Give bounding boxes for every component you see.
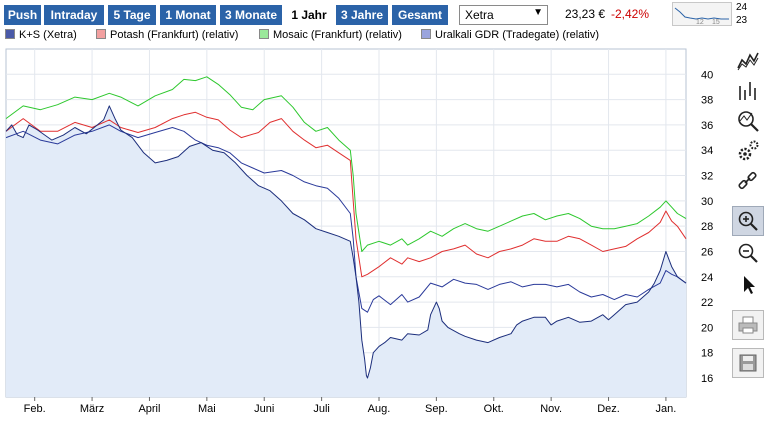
range-button-5-tage[interactable]: 5 Tage bbox=[108, 5, 156, 25]
legend-item-mosaic[interactable]: Mosaic (Frankfurt) (relativ) bbox=[259, 29, 402, 41]
series-line-ks[interactable] bbox=[5, 105, 687, 379]
compare-button[interactable] bbox=[732, 166, 764, 196]
legend-swatch bbox=[5, 29, 15, 39]
zoom-out-button[interactable] bbox=[732, 238, 764, 268]
y-tick-label: 28 bbox=[701, 221, 713, 233]
legend-swatch bbox=[96, 29, 106, 39]
range-button-3-jahre[interactable]: 3 Jahre bbox=[336, 5, 388, 25]
y-tick-label: 36 bbox=[701, 120, 713, 132]
y-tick-label: 32 bbox=[701, 171, 713, 183]
x-tick-label: Juni bbox=[254, 403, 274, 415]
legend-label: Potash (Frankfurt) (relativ) bbox=[110, 29, 239, 41]
x-tick-label: Okt. bbox=[484, 403, 504, 415]
y-tick-label: 24 bbox=[701, 272, 713, 284]
quote-price: 23,23 € bbox=[565, 7, 606, 21]
legend-label: K+S (Xetra) bbox=[19, 29, 77, 41]
pointer-button[interactable] bbox=[732, 270, 764, 300]
price-chart[interactable]: 16 18 20 22 24 26 28 30 32 34 36 38 40 Feb. März April M… bbox=[0, 44, 730, 416]
top-bar: Push Intraday 5 Tage 1 Monat 3 Monate 1 Jahr 3… bbox=[0, 0, 771, 28]
mini-intraday-chart[interactable]: 12 15 bbox=[672, 2, 732, 26]
save-button[interactable] bbox=[732, 348, 764, 378]
x-tick-label: Nov. bbox=[540, 403, 562, 415]
ohlc-chart-button[interactable] bbox=[732, 76, 764, 106]
legend-item-uralkali[interactable]: Uralkali GDR (Tradegate) (relativ) bbox=[421, 29, 599, 41]
range-button-1-jahr[interactable]: 1 Jahr bbox=[286, 5, 332, 25]
legend-swatch bbox=[421, 29, 431, 39]
compare-icon bbox=[738, 171, 757, 190]
y-tick-label: 30 bbox=[701, 196, 713, 208]
print-icon bbox=[738, 316, 758, 334]
legend-swatch bbox=[259, 29, 269, 39]
range-button-gesamt[interactable]: Gesamt bbox=[392, 5, 448, 25]
mini-x-label-1: 12 bbox=[696, 19, 704, 25]
print-button[interactable] bbox=[732, 310, 764, 340]
zoom-in-icon bbox=[738, 211, 758, 231]
series-line-uralkali[interactable] bbox=[5, 124, 687, 313]
x-tick-label: Feb. bbox=[24, 403, 46, 415]
x-tick-label: April bbox=[138, 403, 160, 415]
mini-y-top: 24 bbox=[736, 2, 748, 13]
line-chart-button[interactable] bbox=[732, 46, 764, 76]
exchange-value: Xetra bbox=[465, 8, 494, 22]
legend-label: Uralkali GDR (Tradegate) (relativ) bbox=[435, 29, 600, 41]
x-tick-label: Aug. bbox=[368, 403, 391, 415]
y-tick-label: 22 bbox=[701, 297, 713, 309]
ohlc-chart-icon bbox=[739, 82, 756, 100]
range-button-push[interactable]: Push bbox=[4, 5, 41, 25]
pointer-icon bbox=[744, 276, 755, 294]
dropdown-arrow-icon: ▼ bbox=[533, 7, 543, 18]
x-tick-label: März bbox=[80, 403, 104, 415]
x-tick-label: Sep. bbox=[425, 403, 448, 415]
x-tick-label: Dez. bbox=[597, 403, 620, 415]
zoom-in-button[interactable] bbox=[732, 206, 764, 236]
zoom-out-icon bbox=[738, 243, 758, 263]
mini-chart-line: 12 15 bbox=[674, 7, 729, 26]
range-button-3-monate[interactable]: 3 Monate bbox=[220, 5, 282, 25]
settings-button[interactable] bbox=[732, 136, 764, 166]
quote-change: -2,42% bbox=[611, 7, 650, 21]
legend-item-ks[interactable]: K+S (Xetra) bbox=[5, 29, 77, 41]
y-tick-label: 20 bbox=[701, 322, 713, 334]
x-tick-label: Juli bbox=[313, 403, 330, 415]
series-line-mosaic[interactable] bbox=[5, 76, 687, 252]
line-chart-icon bbox=[737, 52, 759, 71]
legend-label: Mosaic (Frankfurt) (relativ) bbox=[273, 29, 402, 41]
exchange-select[interactable]: Xetra ▼ bbox=[459, 5, 548, 25]
x-tick-label: Jan. bbox=[656, 403, 677, 415]
series-area-ks bbox=[6, 105, 686, 398]
y-tick-label: 34 bbox=[701, 145, 713, 157]
range-button-1-monat[interactable]: 1 Monat bbox=[160, 5, 216, 25]
settings-gear-icon bbox=[738, 140, 759, 161]
indicator-button[interactable] bbox=[732, 106, 764, 136]
y-tick-label: 26 bbox=[701, 246, 713, 258]
mini-x-label-2: 15 bbox=[712, 19, 720, 25]
save-icon bbox=[739, 354, 757, 372]
legend-item-potash[interactable]: Potash (Frankfurt) (relativ) bbox=[96, 29, 238, 41]
indicator-icon bbox=[738, 111, 759, 132]
series-line-potash[interactable] bbox=[5, 111, 687, 278]
y-tick-label: 16 bbox=[701, 373, 713, 385]
range-button-intraday[interactable]: Intraday bbox=[44, 5, 104, 25]
mini-y-bottom: 23 bbox=[736, 15, 748, 26]
y-tick-label: 38 bbox=[701, 95, 713, 107]
x-tick-label: Mai bbox=[198, 403, 216, 415]
y-tick-label: 40 bbox=[701, 69, 713, 81]
y-tick-label: 18 bbox=[701, 348, 713, 360]
